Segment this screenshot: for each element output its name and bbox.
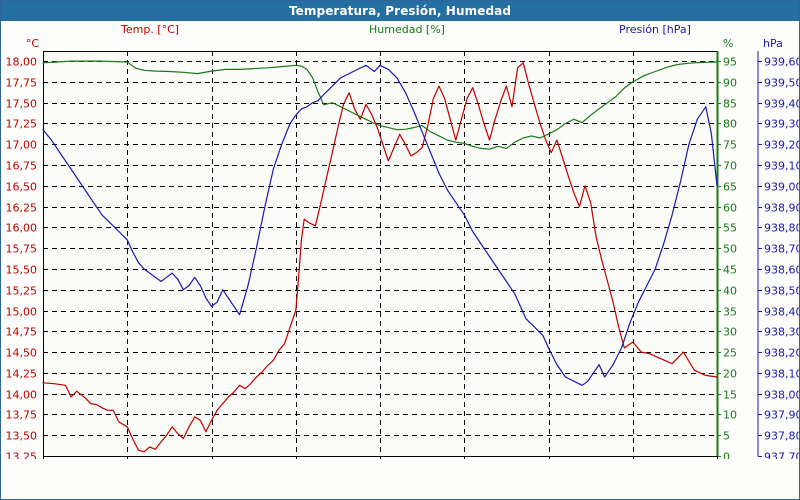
tick-label: 939,10 xyxy=(764,160,799,173)
tick-label: 14,00 xyxy=(6,389,38,402)
tick-label: 938,00 xyxy=(764,389,799,402)
tick-label: 938,50 xyxy=(764,285,799,298)
axis-ticks-temperature: 18,00 17,75 17,50 17,25 17,00 16,75 16,50 16,25… xyxy=(6,56,38,460)
tick-label: 60 xyxy=(723,202,737,215)
tick-label: 18,00 xyxy=(6,56,38,69)
tick-label: 938,70 xyxy=(764,243,799,256)
tick-label: 14,25 xyxy=(6,368,38,381)
tick-label: 16,75 xyxy=(6,160,38,173)
tick-label: 15 xyxy=(723,389,737,402)
tick-label: 65 xyxy=(723,181,737,194)
tick-label: 938,10 xyxy=(764,368,799,381)
tick-label: 939,50 xyxy=(764,77,799,90)
axis-ticks-pressure: 939,60 939,50 939,40 939,30 939,20 939,10 939,… xyxy=(758,56,799,460)
tick-label: 14,50 xyxy=(6,347,38,360)
tick-label: 937,90 xyxy=(764,409,799,422)
tick-label: 17,00 xyxy=(6,139,38,152)
tick-label: 15,25 xyxy=(6,285,38,298)
tick-label: 16,25 xyxy=(6,202,38,215)
tick-label: 85 xyxy=(723,98,737,111)
tick-label: 10 xyxy=(723,409,737,422)
tick-label: 30 xyxy=(723,326,737,339)
tick-label: 55 xyxy=(723,222,737,235)
unit-label-pressure: hPa xyxy=(763,39,783,50)
tick-label: 70 xyxy=(723,160,737,173)
tick-label: 938,30 xyxy=(764,326,799,339)
legend-temperature: Temp. [°C] xyxy=(121,23,180,36)
unit-label-humidity: % xyxy=(723,39,733,50)
grid-vertical xyxy=(127,51,634,456)
window-titlebar: Temperatura, Presión, Humedad xyxy=(1,1,799,21)
tick-label: 16,50 xyxy=(6,181,38,194)
data-series-layer xyxy=(42,60,718,453)
tick-label: 35 xyxy=(723,306,737,319)
tick-label: 939,00 xyxy=(764,181,799,194)
tick-label: 939,40 xyxy=(764,98,799,111)
plot-area: 18,00 17,75 17,50 17,25 17,00 16,75 16,50 16,25… xyxy=(1,39,799,459)
tick-label: 15,75 xyxy=(6,243,38,256)
tick-label: 13,25 xyxy=(6,451,38,460)
unit-label-temperature: °C xyxy=(26,39,40,50)
tick-label: 15,50 xyxy=(6,264,38,277)
tick-label: 13,50 xyxy=(6,430,38,443)
tick-label: 939,30 xyxy=(764,118,799,131)
tick-label: 938,60 xyxy=(764,264,799,277)
tick-label: 17,75 xyxy=(6,77,38,90)
chart-svg: 18,00 17,75 17,50 17,25 17,00 16,75 16,50 16,25… xyxy=(6,39,799,460)
tick-label: 45 xyxy=(723,264,737,277)
tick-label: 937,80 xyxy=(764,430,799,443)
tick-label: 17,25 xyxy=(6,118,38,131)
series-line-temperature xyxy=(42,62,718,453)
tick-label: 0 xyxy=(723,451,730,460)
tick-label: 938,40 xyxy=(764,306,799,319)
axis-ticks-time: 00:0024/06/1403:0024/06/1406:0024/06/140… xyxy=(43,456,718,459)
tick-label: 17,50 xyxy=(6,98,38,111)
tick-label: 80 xyxy=(723,118,737,131)
tick-label: 50 xyxy=(723,243,737,256)
legend-pressure: Presión [hPa] xyxy=(619,23,691,36)
tick-label: 13,75 xyxy=(6,409,38,422)
tick-label: 15,00 xyxy=(6,306,38,319)
tick-label: 25 xyxy=(723,347,737,360)
series-line-pressure xyxy=(42,64,718,386)
tick-label: 5 xyxy=(723,430,730,443)
tick-label: 937,70 xyxy=(764,451,799,460)
tick-label: 939,20 xyxy=(764,139,799,152)
tick-label: 40 xyxy=(723,285,737,298)
tick-label: 939,60 xyxy=(764,56,799,69)
legend-humidity: Humedad [%] xyxy=(369,23,445,36)
tick-label: 90 xyxy=(723,77,737,90)
tick-label: 938,80 xyxy=(764,222,799,235)
tick-label: 16,00 xyxy=(6,222,38,235)
series-line-humidity xyxy=(42,60,718,150)
tick-label: 95 xyxy=(723,56,737,69)
tick-label: 938,90 xyxy=(764,202,799,215)
tick-label: 75 xyxy=(723,139,737,152)
tick-label: 938,20 xyxy=(764,347,799,360)
tick-label: 20 xyxy=(723,368,737,381)
tick-label: 14,75 xyxy=(6,326,38,339)
